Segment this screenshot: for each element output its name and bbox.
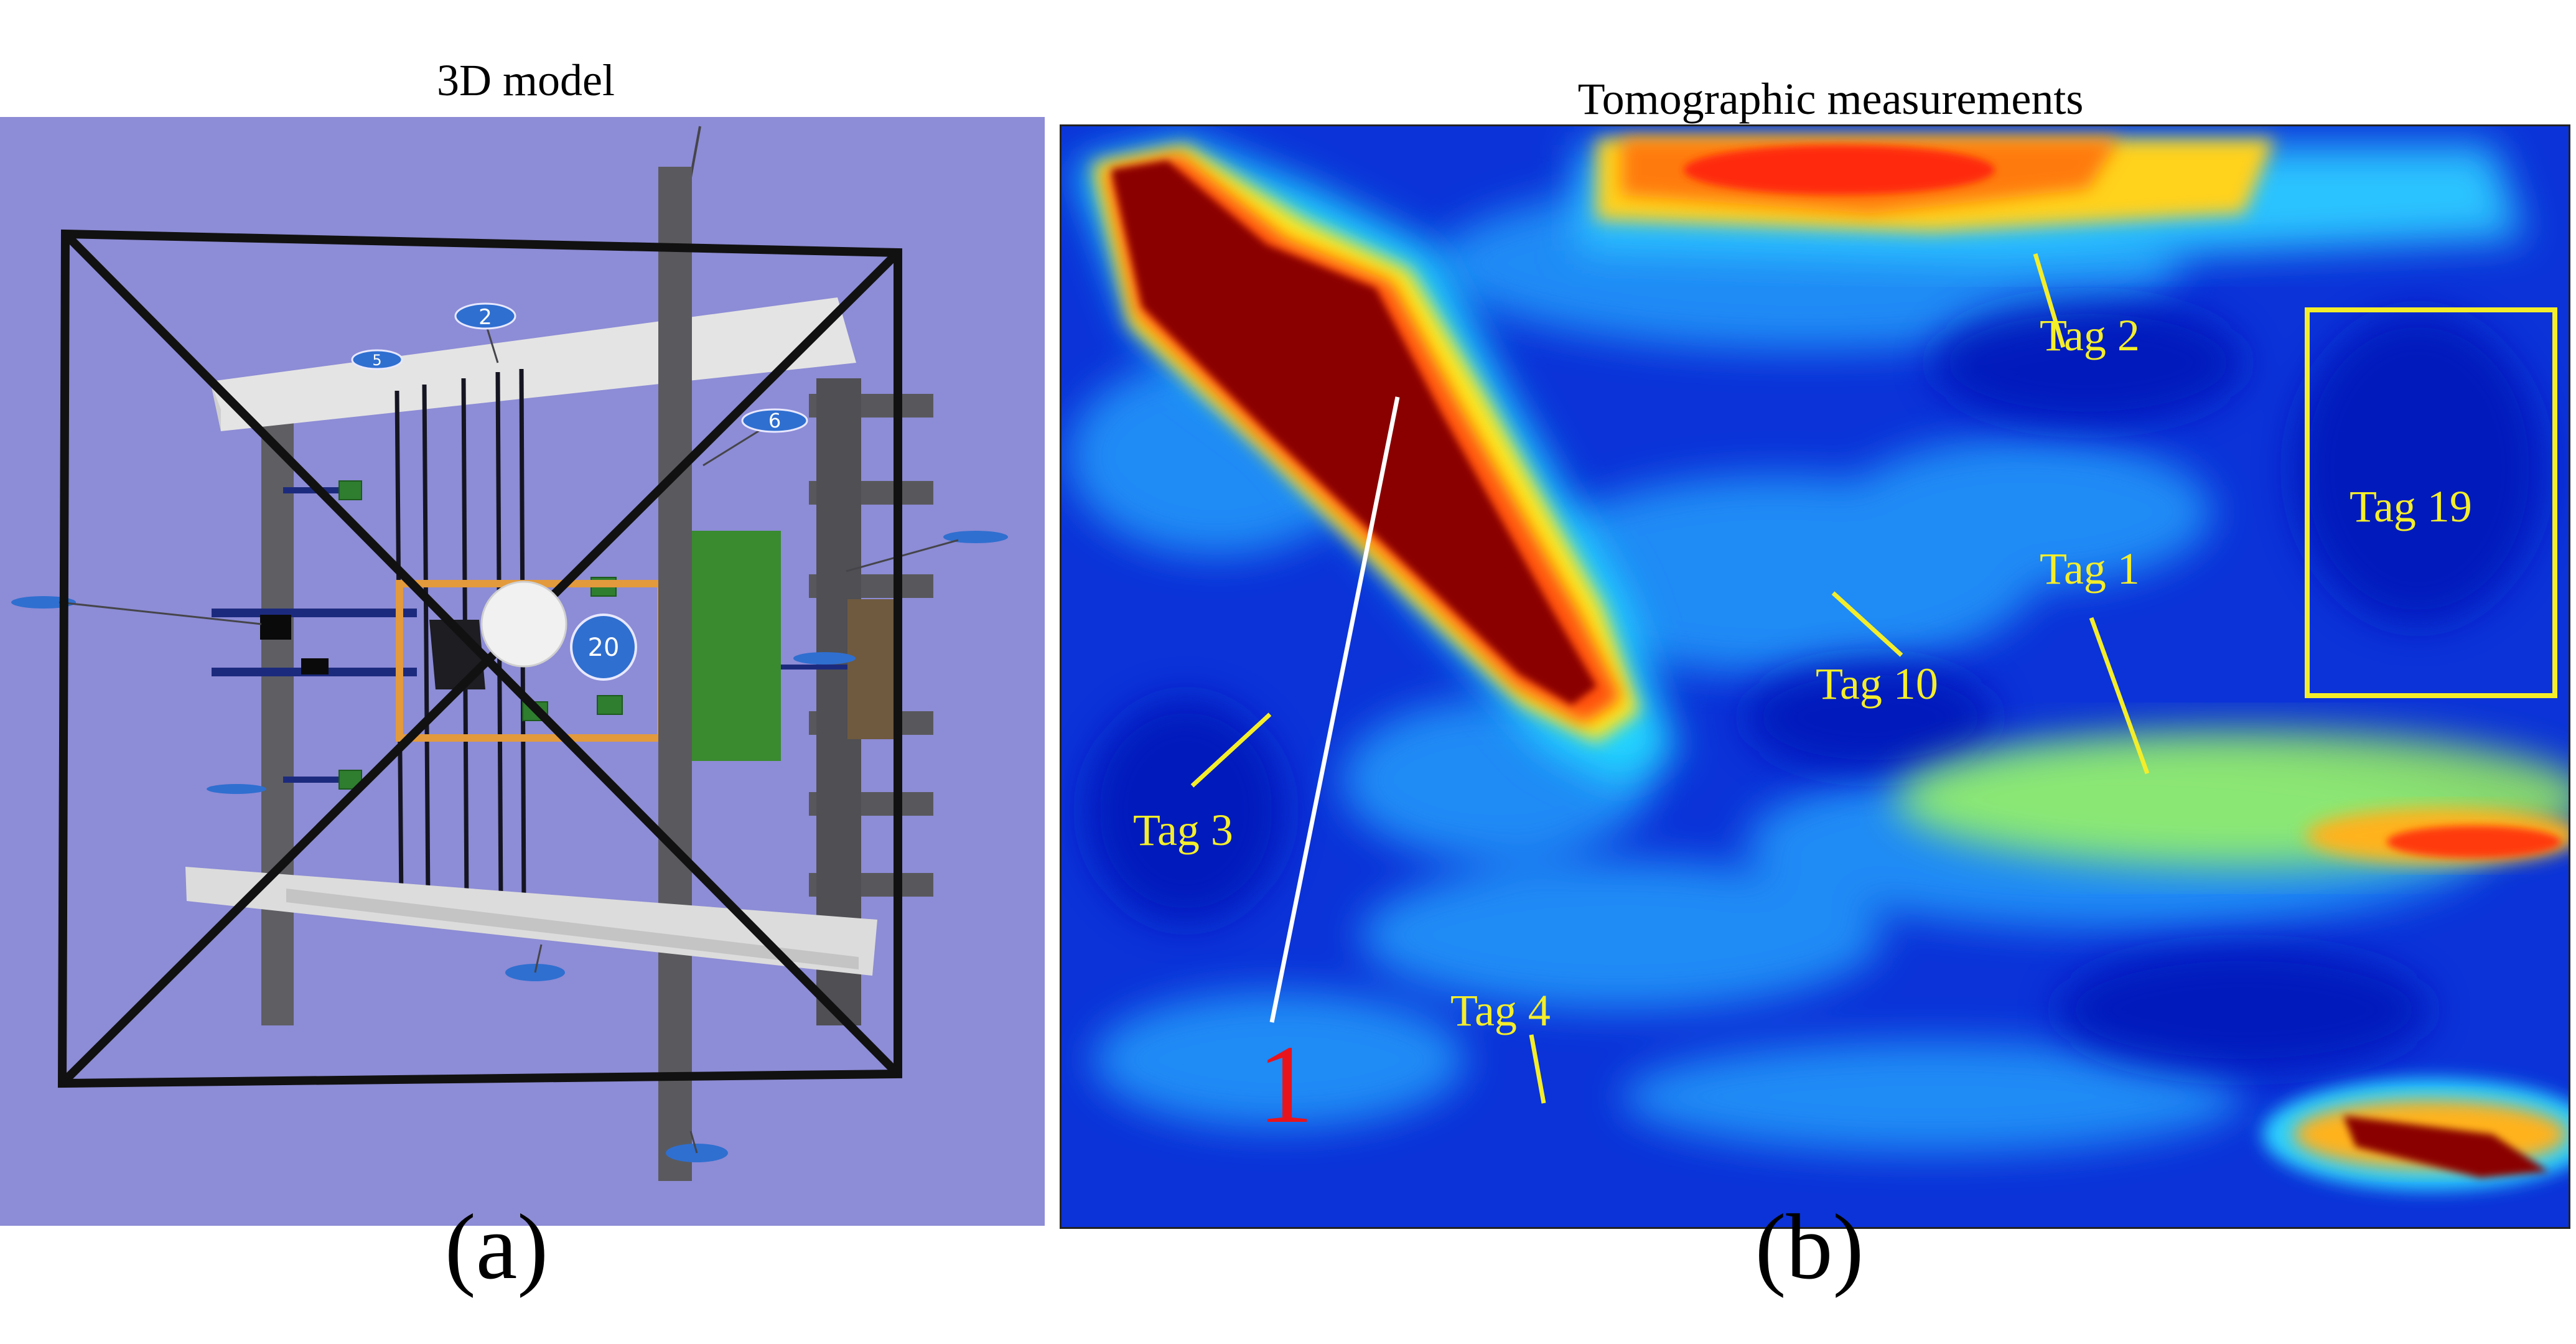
svg-text:5: 5 bbox=[372, 352, 381, 369]
center-sphere bbox=[480, 581, 567, 668]
svg-text:2: 2 bbox=[478, 305, 492, 330]
top-rail bbox=[210, 297, 856, 431]
tag-19-label: Tag 19 bbox=[2350, 482, 2472, 531]
hot-diagonal-blob bbox=[1074, 139, 1678, 786]
tag-badge-20: 20 bbox=[570, 614, 637, 681]
right-bands bbox=[1895, 730, 2569, 1190]
tag-1-label: Tag 1 bbox=[2040, 544, 2140, 594]
frame-box bbox=[57, 229, 902, 1088]
hot-top-band bbox=[1578, 139, 2524, 263]
tag-badge-2: 2 bbox=[454, 302, 516, 330]
left-post bbox=[261, 378, 294, 1025]
tomographic-heatmap: 1 Tag 2 Tag 19 Tag 1 Tag 10 Tag 3 Tag 4 bbox=[1060, 124, 2570, 1229]
center-pole bbox=[658, 167, 692, 1181]
tag-10-label: Tag 10 bbox=[1816, 659, 1938, 709]
path-number-label: 1 bbox=[1258, 1022, 1314, 1146]
tag-2-label: Tag 2 bbox=[2040, 310, 2140, 360]
svg-text:20: 20 bbox=[588, 633, 620, 662]
bottom-rail bbox=[185, 867, 877, 976]
panel-a-caption: (a) bbox=[444, 1195, 549, 1299]
tag-badge-5: 5 bbox=[351, 349, 403, 370]
black-devices bbox=[260, 615, 329, 674]
panel-b-caption: (b) bbox=[1755, 1195, 1864, 1299]
green-board bbox=[681, 531, 781, 761]
path-line-1 bbox=[1269, 396, 1400, 1023]
field-deep-blue bbox=[1086, 301, 2542, 1072]
texture-patch bbox=[847, 599, 896, 739]
panel-a-title: 3D model bbox=[437, 55, 615, 105]
tag-19-box bbox=[2305, 307, 2557, 698]
tag-leader-lines bbox=[1190, 253, 2150, 1104]
tag-4-label: Tag 4 bbox=[1450, 986, 1551, 1035]
tag-3-label: Tag 3 bbox=[1133, 805, 1233, 855]
tag-badge-6: 6 bbox=[741, 408, 808, 433]
panel-b-title: Tomographic measurements bbox=[1577, 74, 2084, 124]
svg-text:6: 6 bbox=[768, 409, 781, 432]
3d-model-render: 2 5 6 20 bbox=[0, 117, 1045, 1226]
